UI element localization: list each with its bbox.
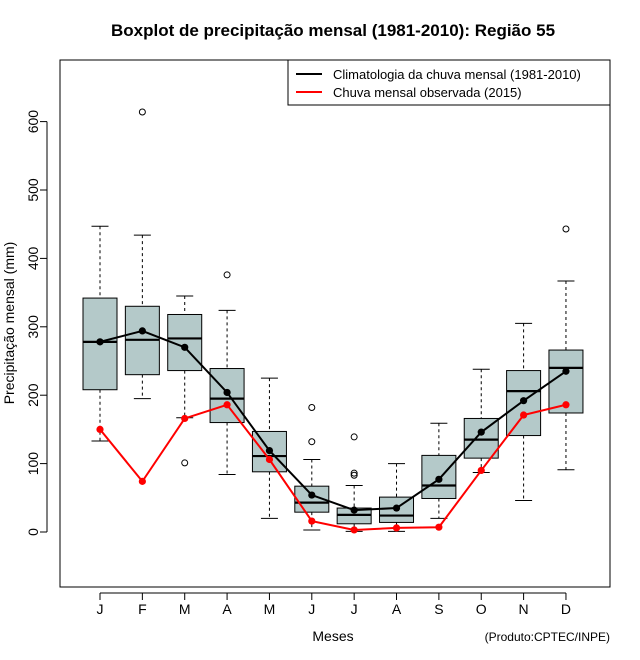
boxplot-2 xyxy=(124,108,160,400)
y-tick-label: 600 xyxy=(25,110,41,134)
boxplot-7 xyxy=(336,433,372,532)
series-point-observed xyxy=(265,455,274,464)
y-axis-label: Precipitação mensal (mm) xyxy=(1,242,17,405)
x-tick-label: N xyxy=(519,601,529,617)
series-point-observed xyxy=(435,523,443,531)
series-point-climatology xyxy=(223,388,231,397)
series-point-climatology xyxy=(477,428,485,436)
x-tick-label: J xyxy=(308,601,315,617)
series-point-climatology xyxy=(350,506,358,514)
series-point-climatology xyxy=(181,343,189,351)
outlier-point xyxy=(350,469,358,477)
outlier-point xyxy=(223,271,231,279)
legend-box xyxy=(287,59,611,106)
outlier-point xyxy=(308,438,316,446)
y-tick-label: 300 xyxy=(25,315,41,339)
legend-label-climatology: Climatologia da chuva mensal (1981-2010) xyxy=(333,67,581,82)
series-observed xyxy=(96,401,570,534)
credit-text: (Produto:CPTEC/INPE) xyxy=(485,630,610,644)
outlier-point xyxy=(138,108,146,116)
outlier-point xyxy=(350,471,358,479)
x-tick-label: J xyxy=(97,601,104,617)
series-point-observed xyxy=(477,466,485,475)
series-point-climatology xyxy=(308,491,316,499)
legend: Climatologia da chuva mensal (1981-2010)… xyxy=(287,59,611,106)
x-tick-label: O xyxy=(476,601,487,617)
outlier-point xyxy=(308,404,316,412)
series-point-climatology xyxy=(520,397,528,405)
x-tick-label: M xyxy=(264,601,276,617)
chart-title: Boxplot de precipitação mensal (1981-201… xyxy=(111,21,555,40)
series-point-observed xyxy=(96,425,104,433)
series-climatology xyxy=(96,327,570,514)
series-point-climatology xyxy=(265,447,274,455)
x-axis-label: Meses xyxy=(312,628,353,644)
x-tick-label: D xyxy=(561,601,571,617)
y-tick-label: 200 xyxy=(25,383,41,407)
series-point-observed xyxy=(223,401,231,409)
iqr-box xyxy=(421,454,457,499)
series-point-climatology xyxy=(435,475,443,483)
series-point-observed xyxy=(520,411,528,419)
y-tick-label: 100 xyxy=(25,452,41,476)
legend-label-observed: Chuva mensal observada (2015) xyxy=(333,85,522,100)
y-axis: 0 100 200 300 400 500 600 xyxy=(25,110,48,536)
series-lines xyxy=(96,327,570,534)
boxplot-1 xyxy=(82,225,118,442)
x-tick-label: F xyxy=(138,601,147,617)
boxplots xyxy=(82,108,584,532)
series-point-observed xyxy=(350,526,358,534)
series-point-observed xyxy=(138,477,146,485)
series-point-climatology xyxy=(562,367,570,375)
boxplot-9 xyxy=(421,422,457,519)
series-point-observed xyxy=(392,524,401,532)
boxplot-8 xyxy=(379,463,415,532)
series-point-observed xyxy=(181,414,189,423)
series-line-observed xyxy=(99,403,567,531)
y-tick-label: 400 xyxy=(25,247,41,271)
series-line-climatology xyxy=(99,329,567,512)
y-tick-label: 500 xyxy=(25,178,41,202)
boxplot-10 xyxy=(463,368,499,473)
boxplot-12 xyxy=(548,225,584,471)
x-tick-label: S xyxy=(434,601,443,617)
x-tick-label: M xyxy=(179,601,191,617)
series-point-climatology xyxy=(138,327,146,335)
x-tick-label: J xyxy=(351,601,358,617)
x-tick-label: A xyxy=(392,601,402,617)
outlier-point xyxy=(181,459,189,467)
boxplot-6 xyxy=(294,404,330,531)
series-point-climatology xyxy=(96,338,104,346)
outlier-point xyxy=(350,433,358,441)
x-tick-label: A xyxy=(222,601,232,617)
series-point-observed xyxy=(562,401,570,409)
boxplot-4 xyxy=(209,271,245,476)
iqr-box xyxy=(463,417,499,459)
y-tick-label: 0 xyxy=(25,528,41,536)
boxplot-3 xyxy=(167,295,203,467)
outlier-point xyxy=(562,225,570,233)
series-point-climatology xyxy=(392,504,401,512)
series-point-observed xyxy=(308,517,316,525)
